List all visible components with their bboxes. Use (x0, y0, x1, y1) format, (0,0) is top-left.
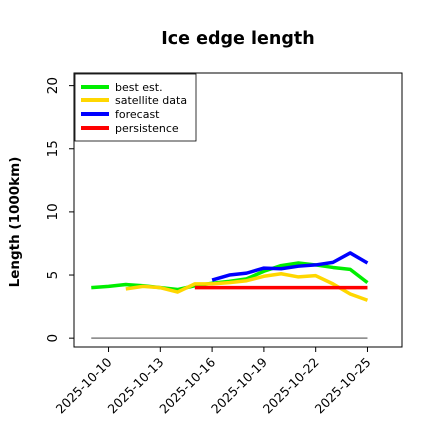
y-axis-label: Length (1000km) (7, 157, 23, 288)
y-tick-label-15: 15 (45, 140, 61, 157)
legend: best est. satellite data forecast persis… (74, 73, 197, 142)
series-line-forecast (211, 251, 369, 282)
y-axis: 0 5 10 15 20 (45, 77, 74, 342)
legend-label-persistence: persistence (115, 122, 179, 135)
x-tick-label-2025-10-25: 2025-10-25 (312, 355, 374, 417)
legend-entry-forecast: forecast (81, 108, 160, 121)
legend-entry-best-est: best est. (81, 81, 163, 94)
y-tick-label-5: 5 (45, 271, 61, 280)
legend-label-satellite-data: satellite data (115, 94, 187, 107)
x-axis: 2025-10-102025-10-132025-10-162025-10-19… (53, 347, 374, 416)
y-tick-label-20: 20 (45, 77, 61, 94)
legend-label-forecast: forecast (115, 108, 160, 121)
y-tick-label-10: 10 (45, 203, 61, 220)
series-line-satellite-data (125, 272, 369, 302)
y-tick-label-0: 0 (45, 334, 61, 343)
chart-title: Ice edge length (161, 29, 314, 49)
series-layer (91, 251, 369, 302)
plot-frame (73, 72, 403, 348)
legend-entry-satellite-data: satellite data (81, 94, 187, 107)
legend-label-best-est: best est. (115, 81, 163, 94)
legend-entry-persistence: persistence (81, 122, 179, 135)
